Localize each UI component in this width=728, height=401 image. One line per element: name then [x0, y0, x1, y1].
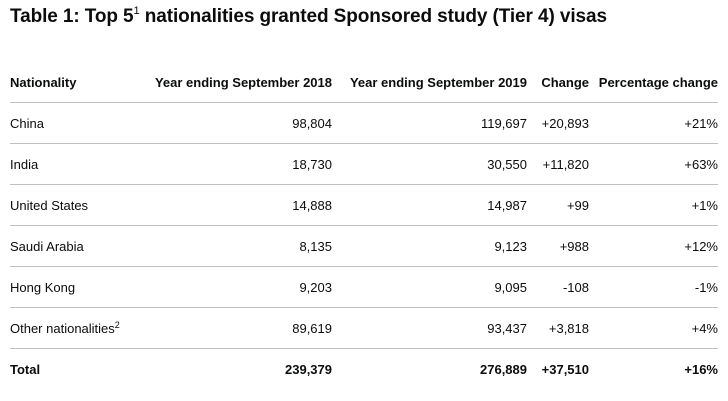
cell-percentage-change: +63%: [589, 143, 718, 185]
header-year-2018: Year ending September 2018: [137, 62, 332, 103]
title-suffix: nationalities granted Sponsored study (T…: [139, 6, 607, 27]
cell-year-2018: 18,730: [137, 143, 332, 185]
table-row: India 18,730 30,550 +11,820 +63%: [10, 143, 718, 185]
cell-nationality: India: [10, 143, 137, 185]
cell-percentage-change: +21%: [589, 102, 718, 144]
table-row: Hong Kong 9,203 9,095 -108 -1%: [10, 266, 718, 308]
title-prefix: Table 1: Top 5: [10, 6, 134, 27]
total-change: +37,510: [527, 348, 589, 389]
visa-table: Nationality Year ending September 2018 Y…: [10, 62, 718, 389]
cell-percentage-change: +1%: [589, 184, 718, 226]
header-year-2019: Year ending September 2019: [332, 62, 527, 103]
cell-change: +988: [527, 225, 589, 267]
header-change: Change: [527, 62, 589, 103]
cell-change: +11,820: [527, 143, 589, 185]
cell-year-2018: 8,135: [137, 225, 332, 267]
table-row: Other nationalities2 89,619 93,437 +3,81…: [10, 307, 718, 349]
cell-nationality: Hong Kong: [10, 266, 137, 308]
cell-year-2019: 119,697: [332, 102, 527, 144]
header-percentage-change: Percentage change: [589, 62, 718, 103]
cell-year-2019: 9,095: [332, 266, 527, 308]
cell-change: +3,818: [527, 307, 589, 349]
cell-change: +99: [527, 184, 589, 226]
cell-percentage-change: +12%: [589, 225, 718, 267]
cell-change: +20,893: [527, 102, 589, 144]
total-row: Total 239,379 276,889 +37,510 +16%: [10, 348, 718, 389]
cell-year-2018: 9,203: [137, 266, 332, 308]
cell-nationality: United States: [10, 184, 137, 226]
cell-year-2019: 30,550: [332, 143, 527, 185]
nationality-label: Other nationalities: [10, 320, 115, 336]
table-title: Table 1: Top 51 nationalities granted Sp…: [10, 6, 607, 28]
cell-year-2019: 9,123: [332, 225, 527, 267]
cell-nationality: China: [10, 102, 137, 144]
cell-year-2018: 98,804: [137, 102, 332, 144]
table-row: Saudi Arabia 8,135 9,123 +988 +12%: [10, 225, 718, 267]
table-row: China 98,804 119,697 +20,893 +21%: [10, 102, 718, 144]
cell-year-2019: 93,437: [332, 307, 527, 349]
cell-change: -108: [527, 266, 589, 308]
total-label: Total: [10, 348, 137, 389]
header-nationality: Nationality: [10, 62, 137, 103]
cell-percentage-change: -1%: [589, 266, 718, 308]
cell-year-2019: 14,987: [332, 184, 527, 226]
total-year-2018: 239,379: [137, 348, 332, 389]
cell-percentage-change: +4%: [589, 307, 718, 349]
cell-year-2018: 89,619: [137, 307, 332, 349]
total-percentage-change: +16%: [589, 348, 718, 389]
footnote-marker: 2: [114, 319, 120, 330]
cell-nationality: Other nationalities2: [10, 307, 137, 349]
table-row: United States 14,888 14,987 +99 +1%: [10, 184, 718, 226]
cell-year-2018: 14,888: [137, 184, 332, 226]
title-footnote-marker: 1: [133, 5, 140, 17]
cell-nationality: Saudi Arabia: [10, 225, 137, 267]
total-year-2019: 276,889: [332, 348, 527, 389]
table-header-row: Nationality Year ending September 2018 Y…: [10, 62, 718, 103]
